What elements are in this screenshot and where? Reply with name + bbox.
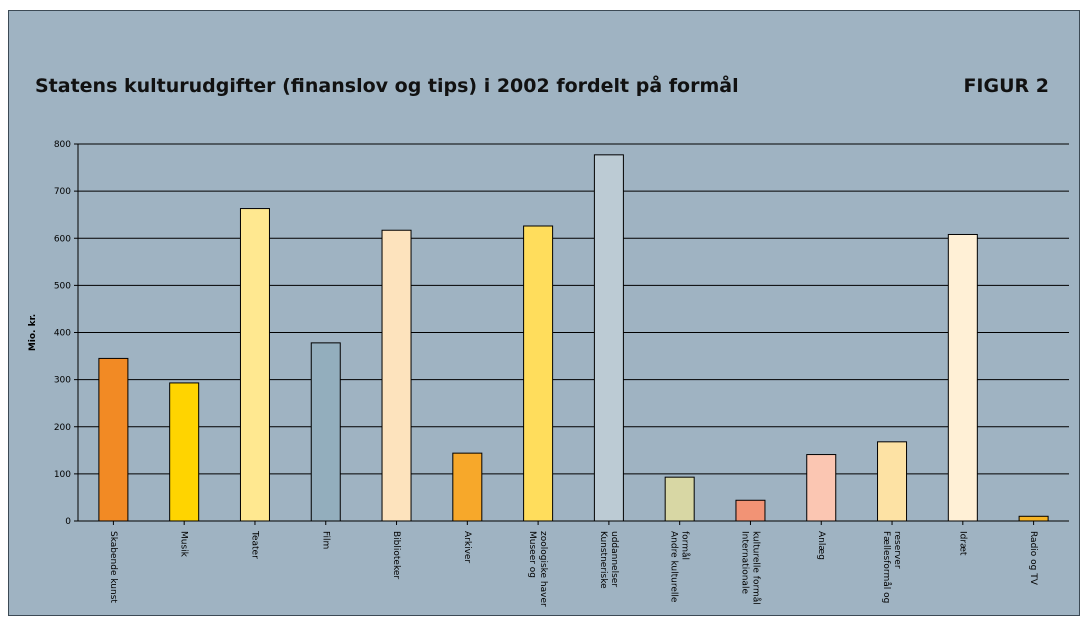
figure-label: FIGUR 2	[963, 75, 1049, 97]
x-tick-label: Teater	[249, 530, 259, 559]
x-tick-label: uddannelser	[609, 531, 619, 587]
y-tick-label: 0	[65, 517, 71, 527]
x-tick-label: Musik	[179, 531, 189, 558]
y-tick-label: 600	[54, 234, 71, 244]
bar	[806, 454, 837, 522]
y-tick-label: 100	[54, 470, 71, 480]
x-tick-label: Skabende kunst	[108, 531, 118, 603]
y-tick-label: 800	[54, 140, 71, 150]
bar-chart: 0 100 200 300 400 500 600 700 800 Mio. kr. Skabend…	[28, 140, 1069, 607]
x-tick-label: Museer og	[527, 531, 537, 578]
x-tick-label: reserver	[892, 531, 902, 569]
bar	[664, 476, 695, 522]
bar	[239, 208, 270, 522]
x-tick-label: Biblioteker	[391, 531, 401, 579]
chart-title: Statens kulturudgifter (finanslov og tip…	[35, 75, 739, 97]
x-tick-label: Fællesformål og	[881, 531, 892, 603]
bar	[98, 357, 129, 522]
figure-panel: Statens kulturudgifter (finanslov og tip…	[8, 10, 1080, 616]
bar	[877, 441, 908, 522]
x-tick-label: Radio og TV	[1028, 531, 1038, 586]
x-tick-label: Kunstneriske	[598, 531, 608, 589]
bar	[169, 382, 200, 522]
bar	[947, 233, 978, 522]
bar	[452, 452, 483, 522]
x-tick-label: Internationale	[739, 531, 749, 594]
bar	[381, 229, 412, 522]
bar	[1018, 515, 1049, 522]
y-tick-label: 200	[54, 423, 71, 433]
y-tick-label: 400	[54, 329, 71, 339]
x-tick-label: Idræt	[957, 531, 967, 556]
y-tick-label: 300	[54, 376, 71, 386]
x-tick-label: zoologiske haver	[538, 531, 548, 607]
y-tick-label: 700	[54, 187, 71, 197]
x-tick-label: kulturelle formål	[750, 531, 761, 605]
x-tick-label: Arkiver	[462, 531, 472, 563]
x-tick-label: Andre kulturelle	[669, 531, 679, 603]
bar	[523, 225, 554, 522]
bar	[735, 499, 766, 522]
y-axis-label: Mio. kr.	[28, 314, 38, 351]
y-tick-label: 500	[54, 281, 71, 291]
x-tick-label: Anlæg	[816, 531, 826, 560]
x-tick-label: Film	[320, 531, 330, 549]
bar	[310, 342, 341, 522]
x-tick-label: formål	[680, 531, 691, 560]
bar	[593, 154, 624, 522]
